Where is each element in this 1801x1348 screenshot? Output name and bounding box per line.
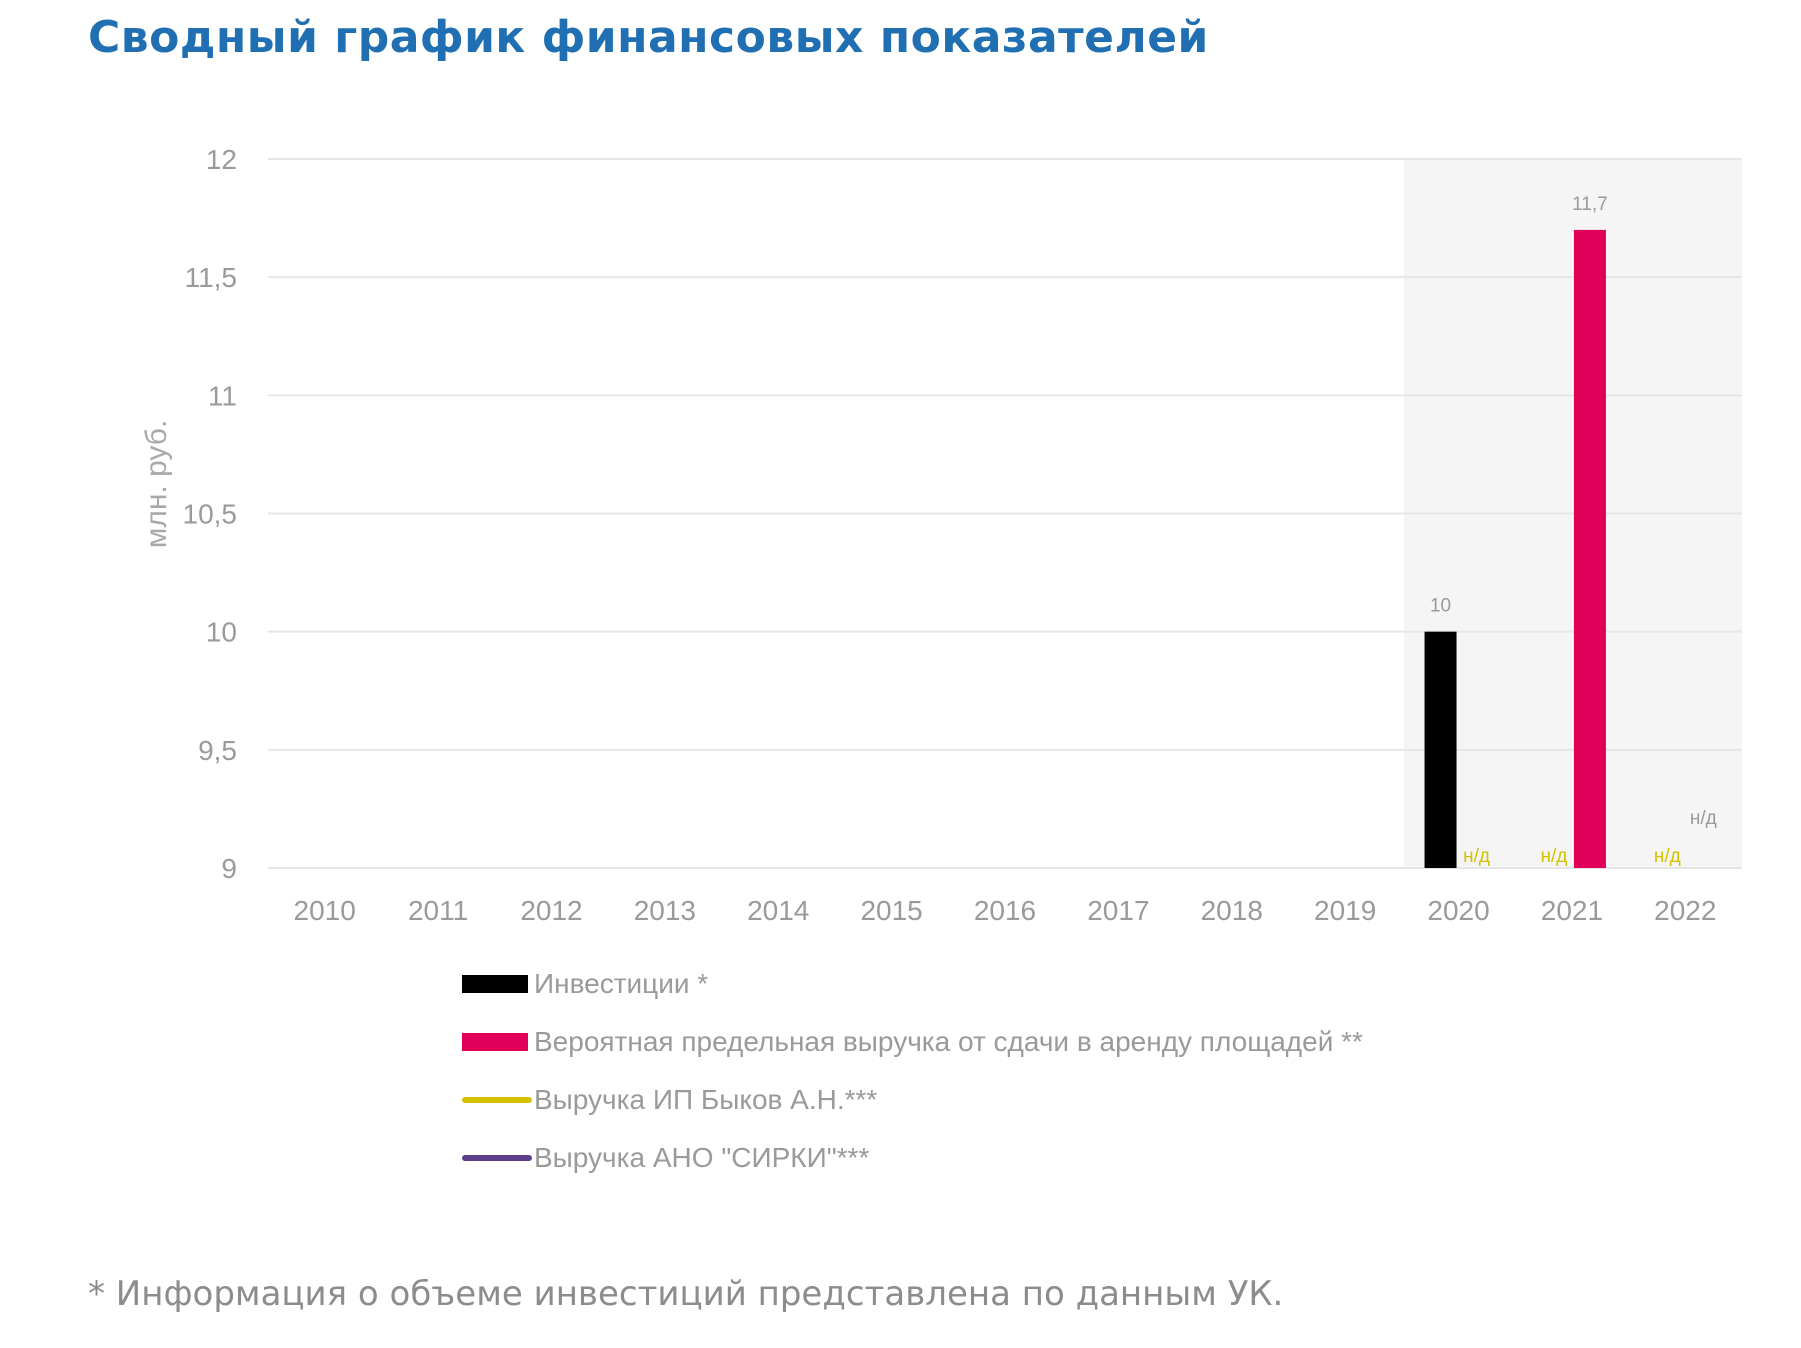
grid-lines — [268, 158, 1742, 869]
legend-item-revenue-ano[interactable]: Выручка АНО "СИРКИ"*** — [462, 1129, 1363, 1187]
legend: Инвестиции * Вероятная предельная выручк… — [462, 955, 1363, 1187]
y-tick-label: 12 — [206, 144, 237, 175]
bars — [1424, 229, 1606, 868]
na-label: н/д — [1690, 808, 1717, 829]
legend-label: Выручка АНО "СИРКИ"*** — [534, 1142, 870, 1173]
page-title: Сводный график финансовых показателей — [88, 12, 1209, 63]
x-tick-label: 2019 — [1314, 895, 1376, 926]
data-label: 10 — [1430, 596, 1451, 617]
legend-label: Инвестиции * — [534, 968, 709, 999]
x-tick-label: 2017 — [1087, 895, 1149, 926]
footnote: * Информация о объеме инвестиций предста… — [88, 1274, 1284, 1314]
x-tick-label: 2022 — [1654, 895, 1716, 926]
legend-label: Выручка ИП Быков А.Н.*** — [534, 1084, 878, 1115]
legend-item-investments[interactable]: Инвестиции * — [462, 955, 1363, 1013]
na-label: н/д — [1463, 846, 1490, 867]
y-tick-label: 11 — [208, 380, 237, 411]
y-tick-label: 10,5 — [183, 499, 238, 530]
legend-swatch-revenue-potential — [462, 1033, 528, 1051]
na-label: н/д — [1540, 846, 1567, 867]
y-tick-labels: 9 9,5 10 10,5 11 11,5 12 — [183, 144, 238, 884]
x-tick-label: 2014 — [747, 895, 809, 926]
x-tick-label: 2013 — [634, 895, 696, 926]
y-axis-label: млн. руб. — [140, 420, 173, 549]
x-tick-label: 2015 — [860, 895, 922, 926]
x-tick-label: 2021 — [1541, 895, 1603, 926]
legend-item-revenue-ip[interactable]: Выручка ИП Быков А.Н.*** — [462, 1071, 1363, 1129]
data-labels: 10 11,7 н/д н/д н/д н/д — [1430, 194, 1717, 867]
bar-2020-series-0 — [1424, 631, 1457, 868]
x-tick-label: 2020 — [1427, 895, 1489, 926]
bar-2021-series-1 — [1573, 229, 1606, 868]
legend-swatch-investments — [462, 975, 528, 993]
na-label: н/д — [1654, 846, 1681, 867]
x-tick-labels: 2010 2011 2012 2013 2014 2015 2016 2017 2018 2019… — [294, 895, 1717, 926]
x-tick-label: 2018 — [1201, 895, 1263, 926]
y-tick-label: 9 — [221, 853, 237, 884]
x-tick-label: 2010 — [294, 895, 356, 926]
data-label: 11,7 — [1572, 194, 1608, 215]
y-tick-label: 11,5 — [185, 262, 237, 293]
y-tick-label: 10 — [206, 617, 237, 648]
x-tick-label: 2016 — [974, 895, 1036, 926]
legend-line-revenue-ip — [462, 1097, 532, 1103]
legend-item-revenue-potential[interactable]: Вероятная предельная выручка от сдачи в … — [462, 1013, 1363, 1071]
legend-label: Вероятная предельная выручка от сдачи в … — [534, 1026, 1363, 1057]
legend-line-revenue-ano — [462, 1155, 532, 1161]
x-tick-label: 2011 — [408, 895, 468, 926]
x-tick-label: 2012 — [520, 895, 582, 926]
y-tick-label: 9,5 — [198, 735, 237, 766]
